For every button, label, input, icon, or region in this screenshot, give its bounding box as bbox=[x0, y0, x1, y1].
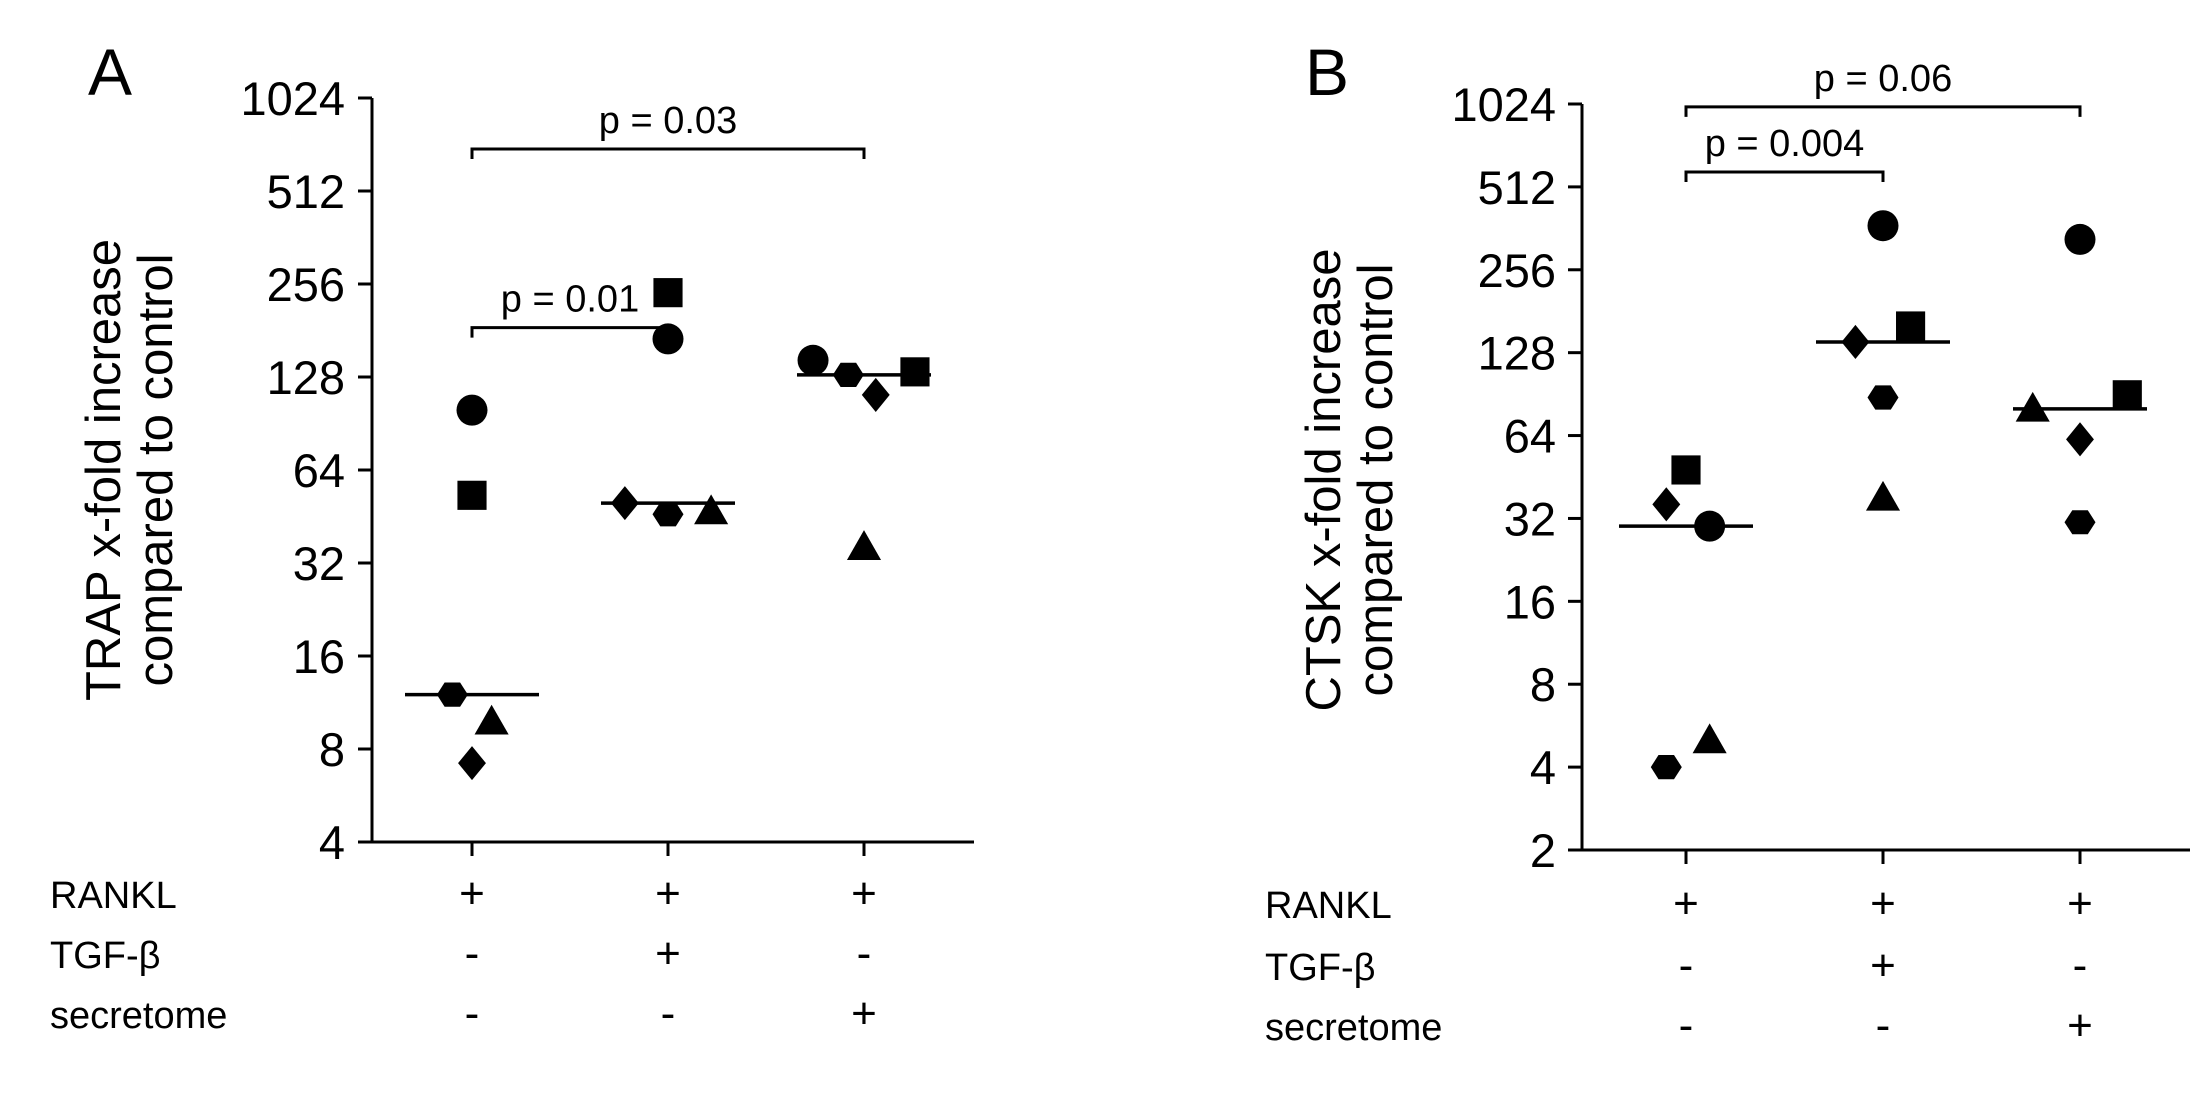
condition-sign-a: + bbox=[655, 929, 681, 978]
condition-label-a: TGF-β bbox=[50, 935, 161, 977]
y-tick-label-a: 512 bbox=[267, 165, 345, 218]
y-tick-label-b: 64 bbox=[1504, 410, 1556, 463]
panel-a: A TRAP x-fold increase compared to contr… bbox=[50, 35, 974, 1038]
condition-sign-a: + bbox=[459, 869, 485, 918]
y-axis-title-line-1-b: CTSK x-fold increase bbox=[1297, 249, 1351, 712]
data-point-square-a bbox=[653, 278, 683, 308]
y-tick-label-b: 512 bbox=[1478, 161, 1556, 214]
panel-letter-a: A bbox=[88, 35, 132, 109]
data-point-diamond-a bbox=[610, 486, 639, 521]
data-point-circle-b bbox=[2064, 223, 2096, 255]
condition-sign-b: + bbox=[2067, 879, 2093, 928]
y-tick-label-a: 32 bbox=[293, 537, 345, 590]
p-value-label-b: p = 0.06 bbox=[1814, 58, 1952, 100]
y-tick-label-b: 256 bbox=[1478, 244, 1556, 297]
condition-sign-b: - bbox=[1679, 941, 1694, 990]
data-point-square-b bbox=[1896, 311, 1926, 341]
data-point-diamond-b bbox=[1841, 324, 1870, 360]
y-tick-label-b: 8 bbox=[1530, 658, 1556, 711]
p-value-label-b: p = 0.004 bbox=[1705, 123, 1865, 165]
data-point-triangle-b bbox=[2015, 391, 2050, 422]
plot-area-b: 2 4 8 16 32 64 128 256 512 1024 p = 0.004 p = 0.06 R… bbox=[1265, 58, 2190, 1050]
condition-sign-b: - bbox=[1876, 1001, 1891, 1050]
y-tick-label-a: 8 bbox=[319, 723, 345, 776]
data-point-square-b bbox=[2112, 380, 2142, 410]
data-point-triangle-a bbox=[846, 530, 882, 560]
data-point-hexagon-a bbox=[832, 362, 864, 387]
y-tick-label-a: 1024 bbox=[240, 72, 345, 125]
data-point-diamond-b bbox=[1652, 487, 1681, 522]
y-tick-label-b: 16 bbox=[1504, 575, 1556, 628]
condition-sign-a: - bbox=[465, 929, 480, 978]
condition-sign-a: + bbox=[851, 869, 877, 918]
data-point-hexagon-a bbox=[652, 502, 684, 527]
y-tick-label-a: 128 bbox=[267, 351, 345, 404]
significance-bracket-b bbox=[1684, 170, 1885, 182]
condition-sign-b: + bbox=[2067, 1001, 2093, 1050]
data-point-circle-a bbox=[652, 323, 684, 355]
y-tick-label-a: 64 bbox=[293, 444, 345, 497]
condition-sign-a: - bbox=[857, 929, 872, 978]
significance-bracket-a bbox=[470, 326, 670, 338]
data-point-circle-a bbox=[797, 344, 829, 376]
y-tick-label-b: 1024 bbox=[1451, 78, 1556, 131]
condition-sign-a: - bbox=[465, 989, 480, 1038]
condition-sign-b: + bbox=[1870, 941, 1896, 990]
condition-sign-b: - bbox=[2073, 941, 2088, 990]
plot-area-a: 4 8 16 32 64 128 256 512 1024 p = 0.01 p = 0.03 RAN… bbox=[50, 72, 974, 1038]
y-tick-label-b: 128 bbox=[1478, 327, 1556, 380]
data-point-hexagon-a bbox=[436, 682, 468, 707]
condition-sign-b: + bbox=[1673, 879, 1699, 928]
condition-sign-b: - bbox=[1679, 1001, 1694, 1050]
data-point-square-a bbox=[900, 357, 930, 387]
condition-label-a: RANKL bbox=[50, 875, 177, 917]
panel-b: B CTSK x-fold increase compared to contr… bbox=[1265, 35, 2190, 1050]
data-point-hexagon-b bbox=[2064, 510, 2096, 535]
data-point-square-b bbox=[1671, 455, 1701, 485]
data-point-triangle-a bbox=[694, 494, 729, 525]
data-point-square-a bbox=[457, 480, 487, 510]
significance-bracket-b bbox=[1684, 105, 2082, 117]
condition-sign-a: - bbox=[661, 989, 676, 1038]
significance-bracket-a bbox=[470, 147, 866, 160]
data-point-triangle-b bbox=[1865, 480, 1901, 511]
data-point-hexagon-b bbox=[1650, 755, 1682, 780]
y-axis-title-line-2-a: compared to control bbox=[129, 253, 183, 686]
p-value-label-a: p = 0.01 bbox=[501, 279, 639, 321]
y-tick-label-b: 4 bbox=[1530, 741, 1556, 794]
data-point-hexagon-b bbox=[1867, 385, 1899, 410]
condition-label-b: secretome bbox=[1265, 1007, 1442, 1049]
condition-label-b: RANKL bbox=[1265, 885, 1392, 927]
data-point-circle-b bbox=[1694, 510, 1726, 542]
condition-sign-a: + bbox=[851, 989, 877, 1038]
y-tick-label-a: 16 bbox=[293, 630, 345, 683]
data-point-diamond-b bbox=[2066, 422, 2094, 457]
y-axis-title-line-1-a: TRAP x-fold increase bbox=[77, 239, 131, 701]
data-point-triangle-b bbox=[1692, 723, 1727, 754]
condition-label-b: TGF-β bbox=[1265, 947, 1376, 989]
panel-letter-b: B bbox=[1305, 35, 1349, 109]
condition-label-a: secretome bbox=[50, 995, 227, 1037]
condition-sign-b: + bbox=[1870, 879, 1896, 928]
data-point-circle-b bbox=[1867, 210, 1899, 242]
condition-sign-a: + bbox=[655, 869, 681, 918]
p-value-label-a: p = 0.03 bbox=[599, 100, 737, 142]
y-tick-label-a: 4 bbox=[319, 816, 345, 869]
y-axis-title-line-2-b: compared to control bbox=[1349, 263, 1403, 696]
data-point-diamond-a bbox=[861, 377, 890, 412]
y-tick-label-a: 256 bbox=[267, 258, 345, 311]
y-tick-label-b: 2 bbox=[1530, 824, 1556, 877]
data-point-triangle-a bbox=[474, 704, 509, 735]
data-point-diamond-a bbox=[458, 746, 486, 781]
y-tick-label-b: 32 bbox=[1504, 492, 1556, 545]
data-point-circle-a bbox=[456, 394, 488, 426]
